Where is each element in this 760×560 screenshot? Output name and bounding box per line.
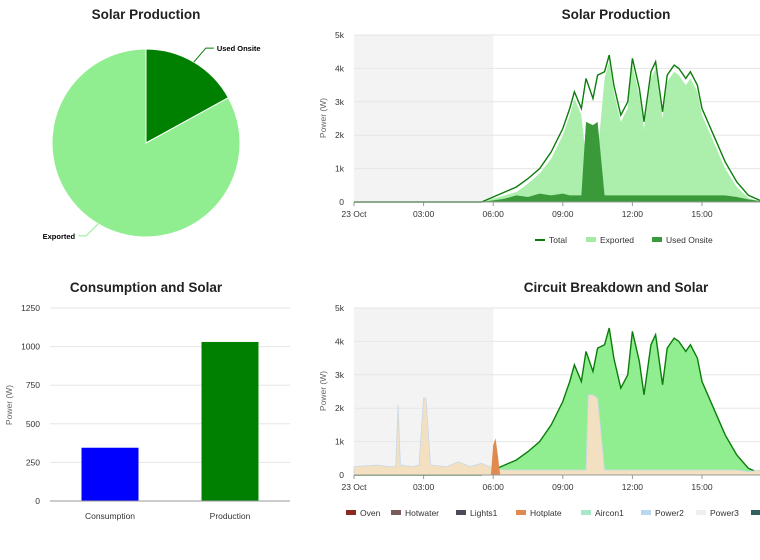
y-tick-label: 0 bbox=[339, 197, 344, 207]
y-tick-label: 1k bbox=[335, 164, 345, 174]
x-tick-label: 23 Oct bbox=[341, 209, 367, 219]
solar-area-title: Solar Production bbox=[562, 7, 671, 22]
circuit-area-ylabel: Power (W) bbox=[318, 371, 328, 411]
y-tick-label: 5k bbox=[335, 303, 345, 313]
bar-ylabel: Power (W) bbox=[4, 385, 14, 425]
x-tick-label: 12:00 bbox=[622, 209, 644, 219]
x-tick-label: 09:00 bbox=[552, 482, 574, 492]
circuit-area-title: Circuit Breakdown and Solar bbox=[524, 280, 709, 295]
legend-label-power3[interactable]: Power3 bbox=[710, 508, 739, 518]
legend-swatch bbox=[346, 510, 356, 515]
series-solar-line bbox=[354, 327, 760, 476]
bar-production[interactable] bbox=[201, 341, 259, 501]
legend-label-hotwater[interactable]: Hotwater bbox=[405, 508, 439, 518]
legend-swatch bbox=[652, 237, 662, 242]
legend-label-power2[interactable]: Power2 bbox=[655, 508, 684, 518]
legend-label-total[interactable]: Total bbox=[549, 235, 567, 245]
bar-chart: Consumption and Solar Power (W) 0 250 500 7… bbox=[4, 280, 290, 521]
x-tick-label: 23 Oct bbox=[341, 482, 367, 492]
x-tick-label: Consumption bbox=[85, 511, 135, 521]
x-tick-label: 15:00 bbox=[691, 209, 713, 219]
solar-area-chart: Solar Production Power (W) 0 1k 2k 3k 4k 5k 23… bbox=[318, 7, 760, 245]
y-tick-label: 5k bbox=[335, 30, 345, 40]
legend-label-used-onsite[interactable]: Used Onsite bbox=[666, 235, 713, 245]
pie-connector bbox=[78, 223, 99, 237]
legend-label-lights1[interactable]: Lights1 bbox=[470, 508, 498, 518]
x-tick-label: 09:00 bbox=[552, 209, 574, 219]
x-tick-label: 03:00 bbox=[413, 482, 435, 492]
pie-slice-used-onsite[interactable] bbox=[145, 48, 230, 144]
legend-label-hotplate[interactable]: Hotplate bbox=[530, 508, 562, 518]
series-hotplate-area bbox=[490, 438, 501, 475]
pie-chart: Solar Production Used Onsite Exported bbox=[43, 7, 261, 241]
legend-swatch bbox=[581, 510, 591, 515]
circuit-area-chart: Circuit Breakdown and Solar Power (W) 0 1… bbox=[318, 280, 760, 518]
y-tick-label: 1k bbox=[335, 437, 345, 447]
x-tick-label: 12:00 bbox=[622, 482, 644, 492]
legend-swatch bbox=[696, 510, 706, 515]
series-power3-area bbox=[353, 394, 760, 476]
legend-swatch bbox=[586, 237, 596, 242]
legend-label-aircon1[interactable]: Aircon1 bbox=[595, 508, 624, 518]
legend-label-exported[interactable]: Exported bbox=[600, 235, 634, 245]
y-tick-label: 4k bbox=[335, 336, 345, 346]
pie-label: Exported bbox=[43, 232, 76, 241]
y-tick-label: 750 bbox=[26, 380, 40, 390]
bar-title: Consumption and Solar bbox=[70, 280, 223, 295]
x-tick-label: 15:00 bbox=[691, 482, 713, 492]
solar-area-ylabel: Power (W) bbox=[318, 98, 328, 138]
night-band bbox=[354, 35, 494, 202]
y-tick-label: 3k bbox=[335, 97, 345, 107]
x-tick-label: 03:00 bbox=[413, 209, 435, 219]
y-tick-label: 3k bbox=[335, 370, 345, 380]
y-tick-label: 0 bbox=[35, 496, 40, 506]
series-solar-area bbox=[354, 328, 760, 475]
x-tick-label: Production bbox=[210, 511, 251, 521]
x-tick-label: 06:00 bbox=[483, 482, 505, 492]
y-tick-label: 1000 bbox=[21, 342, 40, 352]
y-tick-label: 4k bbox=[335, 63, 345, 73]
y-tick-label: 250 bbox=[26, 457, 40, 467]
y-tick-label: 2k bbox=[335, 403, 345, 413]
bar-consumption[interactable] bbox=[81, 447, 139, 501]
y-tick-label: 2k bbox=[335, 130, 345, 140]
legend-swatch bbox=[456, 510, 466, 515]
pie-connector bbox=[193, 47, 214, 63]
x-tick-label: 06:00 bbox=[483, 209, 505, 219]
pie-slice-exported[interactable] bbox=[51, 48, 241, 238]
series-exported-area bbox=[354, 61, 760, 202]
y-tick-label: 0 bbox=[339, 470, 344, 480]
legend-swatch bbox=[391, 510, 401, 515]
pie-label: Used Onsite bbox=[217, 44, 261, 53]
y-tick-label: 500 bbox=[26, 419, 40, 429]
legend-swatch bbox=[641, 510, 651, 515]
series-total-line bbox=[354, 54, 760, 203]
legend-label-oven[interactable]: Oven bbox=[360, 508, 381, 518]
pie-title: Solar Production bbox=[92, 7, 201, 22]
legend-swatch bbox=[751, 510, 760, 515]
y-tick-label: 1250 bbox=[21, 303, 40, 313]
legend-swatch bbox=[516, 510, 526, 515]
